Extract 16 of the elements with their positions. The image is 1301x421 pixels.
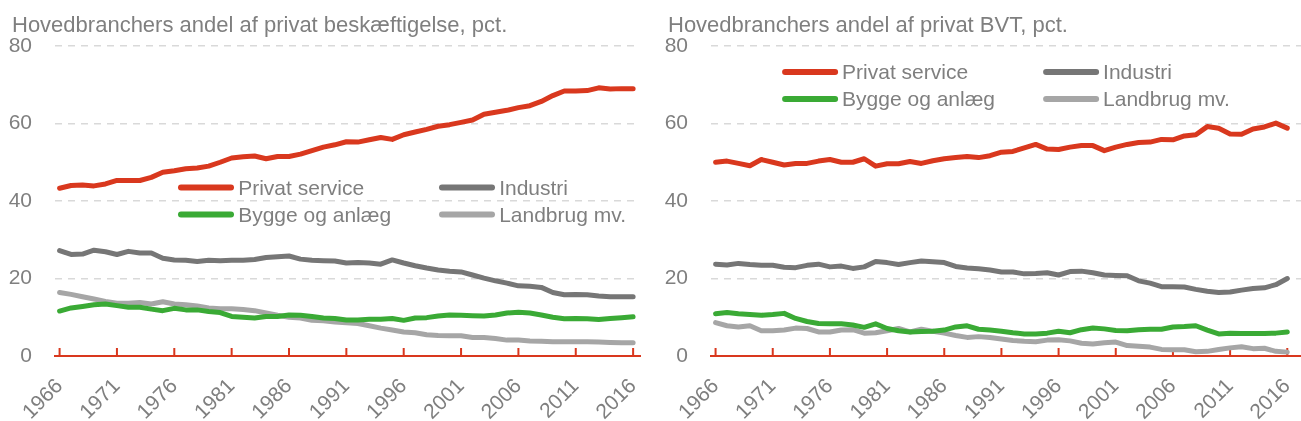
legend-label: Bygge og anlæg xyxy=(842,86,996,112)
y-tick-label: 20 xyxy=(664,265,688,289)
legend-label: Industri xyxy=(1103,59,1172,85)
legend-label: Industri xyxy=(499,174,569,201)
y-tick-label: 60 xyxy=(8,110,32,134)
y-tick-label: 40 xyxy=(8,187,32,211)
y-tick-label: 40 xyxy=(664,187,688,211)
legend-label: Privat service xyxy=(842,59,969,85)
y-tick-label: 60 xyxy=(664,110,688,134)
legend-label: Bygge og anlæg xyxy=(238,201,392,228)
y-tick-label: 0 xyxy=(676,342,688,366)
legend-label: Landbrug mv. xyxy=(499,201,626,228)
legend-label: Landbrug mv. xyxy=(1103,86,1230,112)
y-tick-label: 0 xyxy=(20,342,32,366)
y-tick-label: 20 xyxy=(8,265,32,289)
legend-label: Privat service xyxy=(238,174,365,201)
